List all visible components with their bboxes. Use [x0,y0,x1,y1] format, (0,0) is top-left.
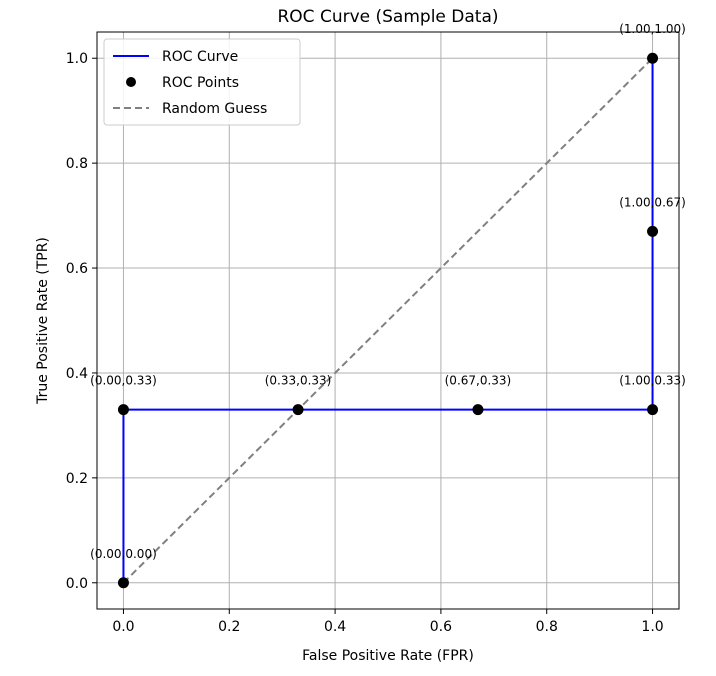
roc-point [647,404,659,416]
legend-label-roc-points: ROC Points [162,75,239,91]
legend: ROC Curve ROC Points Random Guess [103,38,301,126]
x-tick-label: 0.2 [218,619,240,635]
roc-point [647,225,659,237]
reference-line-layer [122,57,654,584]
point-annotation: (0.67,0.33) [445,374,512,388]
x-tick-label: 0.0 [112,619,134,635]
y-tick-label: 0.6 [66,261,88,277]
x-tick-label: 0.4 [324,619,346,635]
y-tick-label: 0.4 [66,366,88,382]
y-tick-label: 1.0 [66,51,88,67]
x-tick-label: 1.0 [641,619,663,635]
roc-point [117,404,129,416]
roc-points-layer [117,52,659,589]
point-annotation: (1.00,0.67) [619,195,686,209]
grid [97,32,679,609]
roc-point [292,404,304,416]
legend-label-random-guess: Random Guess [162,101,267,117]
roc-point [472,404,484,416]
point-annotation: (1.00,1.00) [619,22,686,36]
legend-swatch-roc-points [126,77,136,87]
x-tick-label: 0.8 [536,619,558,635]
random-guess-line [122,57,654,584]
legend-box [103,38,301,126]
point-annotation: (0.33,0.33) [265,374,332,388]
y-tick-label: 0.0 [66,576,88,592]
point-annotation: (0.00,0.33) [90,374,157,388]
x-tick-label: 0.6 [430,619,452,635]
roc-point [647,52,659,64]
plot-frame [96,31,680,610]
y-axis-label: True Positive Rate (TPR) [35,237,51,405]
legend-label-roc-curve: ROC Curve [162,49,238,65]
y-tick-label: 0.2 [66,471,88,487]
point-annotation: (0.00,0.00) [90,547,157,561]
point-annotation: (1.00,0.33) [619,374,686,388]
y-tick-label: 0.8 [66,156,88,172]
chart-title: ROC Curve (Sample Data) [277,7,498,27]
x-axis-label: False Positive Rate (FPR) [302,648,474,664]
roc-point [117,577,129,589]
point-annotations: (0.00,0.00) (0.00,0.33) (0.33,0.33) (0.67,0… [90,22,686,561]
axis-ticks: 0.0 0.2 0.4 0.6 0.8 1.0 0.0 0.2 0.4 0.6 0.8 1.0 [66,51,664,635]
